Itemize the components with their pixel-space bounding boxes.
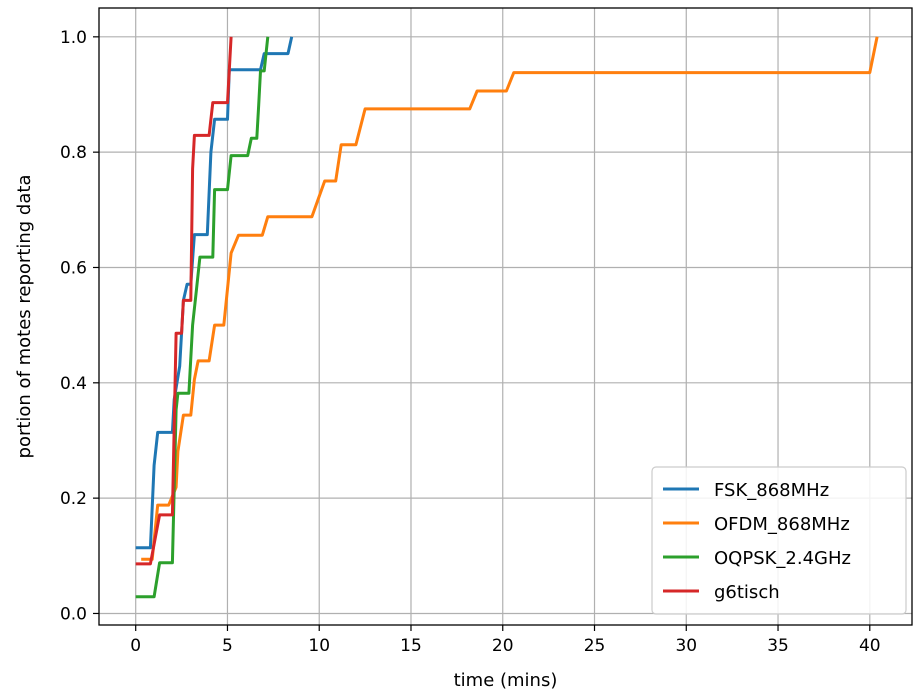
y-axis-label: portion of motes reporting data: [14, 175, 35, 459]
x-tick-label: 10: [308, 636, 330, 656]
series-line-1: [141, 36, 879, 561]
x-tick-label: 25: [584, 636, 606, 656]
series-lines: [135, 36, 879, 599]
legend-label: g6tisch: [714, 582, 780, 603]
legend-box: [651, 466, 907, 615]
y-tick-label: 1.0: [60, 28, 87, 48]
series-line-0: [135, 36, 294, 550]
x-tick-label: 15: [400, 636, 422, 656]
series-line-3: [135, 36, 233, 566]
y-tick-label: 0.4: [60, 374, 87, 394]
x-tick-label: 40: [859, 636, 881, 656]
x-tick-label: 35: [767, 636, 789, 656]
y-tick-label: 0.2: [60, 489, 87, 509]
x-tick-label: 30: [675, 636, 697, 656]
y-tick-label: 0.0: [60, 604, 87, 624]
x-tick-label: 0: [130, 636, 141, 656]
legend-label: OQPSK_2.4GHz: [714, 548, 851, 569]
x-tick-label: 20: [492, 636, 514, 656]
legend: FSK_868MHz OFDM_868MHz OQPSK_2.4GHz g6tisch: [651, 466, 907, 615]
grid: [99, 8, 912, 625]
legend-label: OFDM_868MHz: [714, 514, 850, 535]
y-tick-label: 0.8: [60, 143, 87, 163]
x-axis-label: time (mins): [454, 670, 558, 691]
y-tick-label: 0.6: [60, 258, 87, 278]
legend-label: FSK_868MHz: [714, 480, 829, 501]
plot-area-frame: [98, 7, 913, 626]
axis-ticks: 0 5 10 15 20 25 30 35 40 0.0 0.2 0.4 0.6 0.8 1.0: [60, 28, 881, 656]
x-tick-label: 5: [222, 636, 233, 656]
